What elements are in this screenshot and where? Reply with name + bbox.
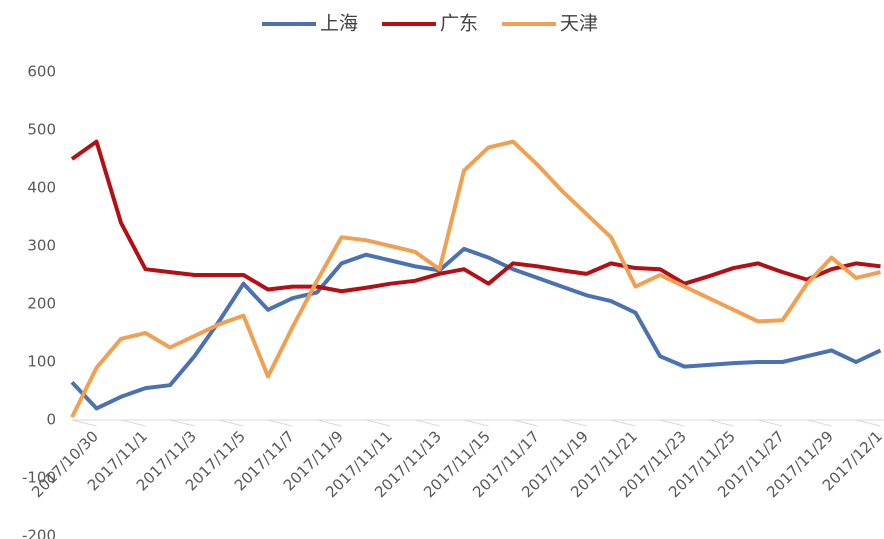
series-line (70, 246, 882, 411)
y-tick-label: 300 (27, 237, 56, 255)
series-line (70, 139, 881, 418)
x-tick (365, 419, 391, 427)
y-tick-label: 600 (27, 63, 56, 81)
y-tick-label: -200 (22, 527, 56, 539)
x-tick (757, 419, 783, 427)
x-tick (512, 419, 538, 427)
y-tick-label: 400 (27, 179, 56, 197)
x-tick (708, 419, 734, 427)
x-tick (463, 419, 489, 427)
x-tick (267, 419, 293, 427)
x-tick (169, 419, 195, 427)
x-tick (610, 419, 636, 427)
legend-label: 上海 (320, 13, 358, 35)
legend: 上海 广东 天津 (262, 13, 598, 35)
y-tick-label: 0 (46, 411, 56, 429)
x-tick (316, 419, 342, 427)
x-tick (120, 419, 146, 427)
x-tick (806, 419, 832, 427)
x-tick (561, 419, 587, 427)
legend-label: 天津 (560, 13, 598, 35)
y-tick-label: 200 (27, 295, 56, 313)
y-tick-label: 100 (27, 353, 56, 371)
x-tick (659, 419, 685, 427)
y-tick-label: 500 (27, 121, 56, 139)
x-tick (855, 419, 881, 427)
x-tick (414, 419, 440, 427)
legend-label: 广东 (440, 13, 478, 35)
x-tick (71, 419, 97, 427)
x-tick (218, 419, 244, 427)
series-line (70, 139, 881, 294)
y-tick-label: -100 (22, 469, 56, 487)
